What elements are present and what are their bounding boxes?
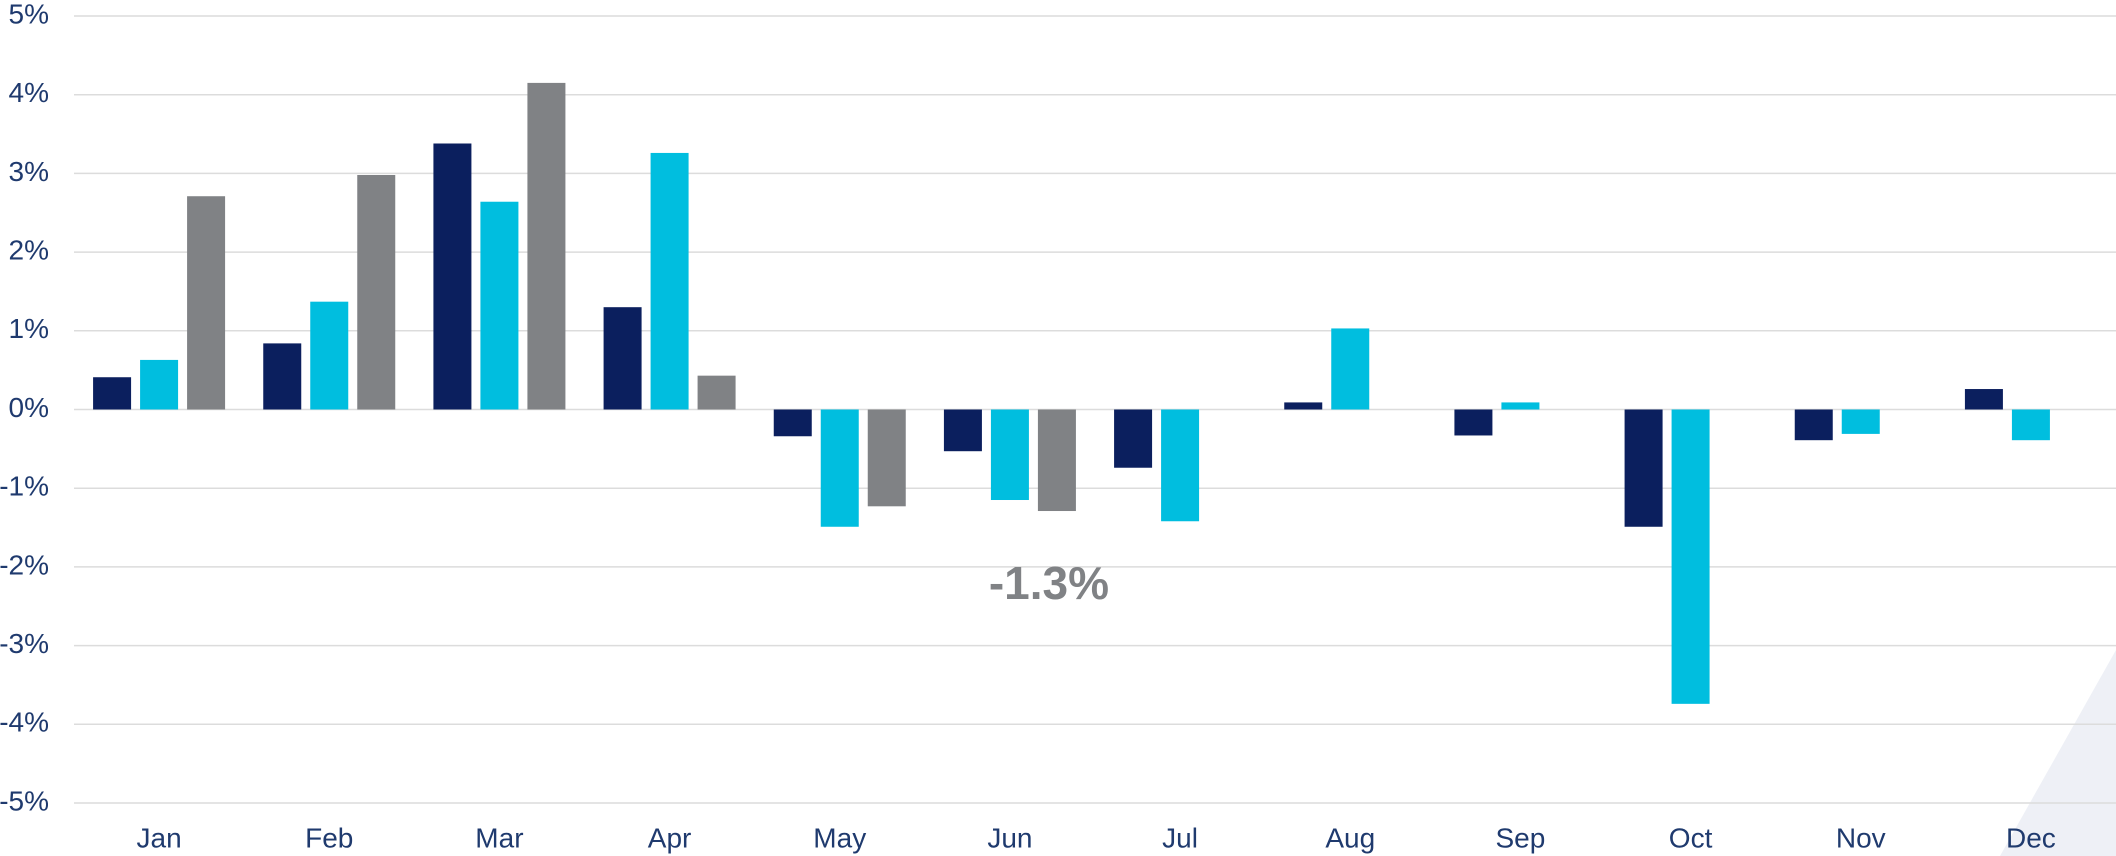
bar — [187, 196, 226, 410]
y-tick-label: -1% — [0, 471, 49, 502]
y-tick-label: -3% — [0, 628, 49, 659]
bar — [1114, 409, 1153, 468]
bar — [603, 307, 642, 410]
x-tick-label: Oct — [1669, 822, 1713, 853]
bar — [1161, 409, 1200, 522]
y-tick-label: 1% — [9, 313, 49, 344]
bar — [1841, 409, 1880, 434]
bar — [480, 201, 519, 410]
bar — [1964, 389, 2003, 410]
bar — [943, 409, 982, 452]
x-tick-label: Sep — [1496, 822, 1546, 853]
bar — [1501, 402, 1540, 410]
bar — [1331, 328, 1370, 410]
x-tick-label: Jan — [137, 822, 182, 853]
y-tick-label: 2% — [9, 234, 49, 265]
y-tick-label: 5% — [9, 0, 49, 29]
y-tick-label: 0% — [9, 392, 49, 423]
x-tick-label: Apr — [648, 822, 692, 853]
x-tick-label: Mar — [475, 822, 523, 853]
bar — [1454, 409, 1493, 436]
bar — [1037, 409, 1076, 512]
x-tick-label: Feb — [305, 822, 353, 853]
x-tick-label: Jun — [987, 822, 1032, 853]
bar — [1671, 409, 1710, 704]
bar — [93, 377, 132, 410]
y-tick-label: 3% — [9, 156, 49, 187]
bar — [2011, 409, 2050, 441]
y-tick-label: -4% — [0, 707, 49, 738]
bar — [433, 143, 472, 410]
x-tick-label: Jul — [1162, 822, 1198, 853]
bar — [773, 409, 812, 437]
x-tick-label: Aug — [1325, 822, 1375, 853]
y-tick-label: -2% — [0, 549, 49, 580]
bar — [820, 409, 859, 527]
bar — [990, 409, 1029, 501]
bar — [310, 301, 349, 410]
y-tick-label: -5% — [0, 785, 49, 816]
x-tick-label: Nov — [1836, 822, 1886, 853]
data-label: -1.3% — [989, 557, 1109, 609]
bar — [140, 359, 179, 410]
bar — [263, 343, 302, 410]
y-tick-label: 4% — [9, 77, 49, 108]
bar — [357, 174, 396, 410]
decoration — [2000, 650, 2116, 856]
bar — [697, 375, 736, 410]
bar — [1794, 409, 1833, 441]
bar — [650, 152, 689, 410]
x-tick-label: Dec — [2006, 822, 2056, 853]
bar — [527, 82, 566, 410]
bar — [1284, 402, 1323, 410]
bar — [1624, 409, 1663, 527]
bar — [867, 409, 906, 507]
x-tick-label: May — [813, 822, 866, 853]
